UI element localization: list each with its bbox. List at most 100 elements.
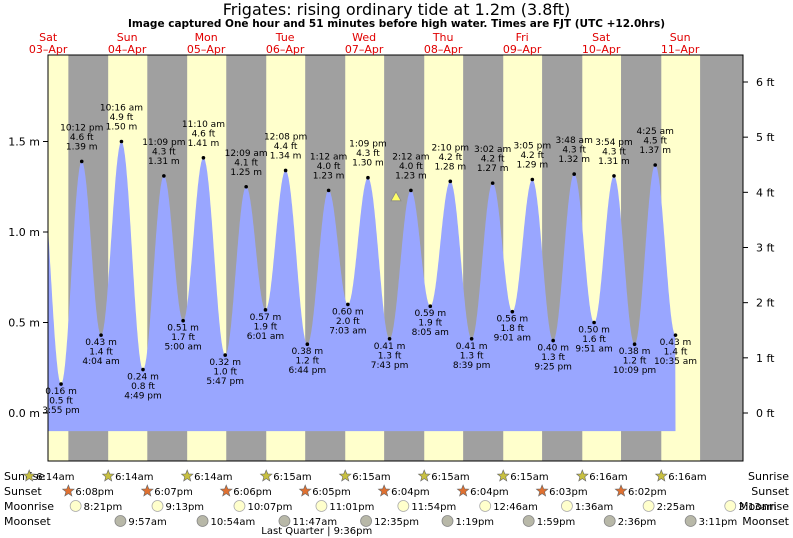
high-tide-point [572,172,576,176]
moonrise-time: 3:13am [738,502,776,513]
tide-extreme-label: 1:09 pm [349,140,387,150]
sunrise-icon [101,469,115,482]
day-name-label: Fri [516,31,529,44]
moonrise-time: 10:07pm [247,502,292,513]
moonrise-time: 11:54pm [411,502,456,513]
tide-extreme-label: 0.59 m [414,309,446,319]
low-tide-point [223,353,228,357]
day-date-label: 04–Apr [108,43,147,56]
low-tide-point [428,304,433,309]
tide-extreme-label: 1.31 m [148,157,180,167]
tide-extreme-label: 3:48 am [555,136,592,146]
high-tide-point [79,159,84,164]
sunset-icon [535,484,549,497]
tide-extreme-label: 4.3 ft [562,146,586,156]
moonset-icon [114,515,127,527]
tide-extreme-label: 0.38 m [291,347,323,357]
tide-extreme-label: 0.16 m [45,387,77,397]
tide-extreme-label: 4:25 am [637,127,674,137]
tide-extreme-label: 1.28 m [434,162,466,172]
day-name-label: Wed [352,31,376,44]
plot-frame [47,54,744,462]
tide-extreme-label: 1.4 ft [89,348,113,358]
tide-extreme-label: 0.40 m [537,344,569,354]
tide-extreme-label: 1.6 ft [582,335,606,345]
tide-extreme-label: 1.7 ft [171,333,195,343]
moonset-time: 9:57am [128,517,166,528]
y-tick-label-right: 5 ft [756,131,775,144]
sunrise-icon [180,469,194,482]
day-date-label: 11–Apr [661,43,700,56]
sunset-icon [219,484,233,497]
moonrise-time: 9:13pm [166,502,205,513]
tide-extreme-label: 6:44 pm [289,366,327,376]
moonset-icon [603,515,616,527]
moonset-time: 10:54am [211,517,256,528]
tide-extreme-label: 0.57 m [250,313,282,323]
day-date-label: 07–Apr [345,43,384,56]
day-name-label: Thu [432,31,454,44]
high-tide-point [162,174,166,178]
day-labels: Sat03–AprSun04–AprMon05–AprTue06–AprWed0… [29,31,700,56]
tide-extreme-label: 5:47 pm [206,377,244,387]
tide-extreme-label: 1.8 ft [500,324,524,334]
moonset-time: 1:19pm [456,517,495,528]
tide-extreme-label: 0.24 m [127,373,159,383]
tide-extreme-label: 4:04 am [82,357,119,367]
low-tide-point [181,318,185,323]
moonset-time: 2:36pm [618,517,657,528]
tide-extreme-label: 1.27 m [477,164,509,174]
high-tide-point [283,168,288,173]
moonrise-time: 12:46am [493,502,538,513]
moonset-icon [522,515,535,527]
tide-extreme-label: 12:08 pm [264,132,307,142]
low-tide-point [592,320,596,325]
moonrise-row-label-right: Moonrise [739,500,789,513]
tide-area [48,141,676,432]
tide-extreme-label: 1.3 ft [541,353,565,363]
sunset-icon [377,484,391,497]
tide-extreme-label: 10:16 am [100,104,143,114]
moonrise-icon [397,500,410,512]
low-tide-point [141,367,145,372]
high-tide-point [490,181,495,185]
plot-border [47,54,744,462]
tide-extreme-label: 11:09 pm [142,138,185,148]
tide-extreme-label: 2.0 ft [336,317,360,327]
chart-title: Frigates: rising ordinary tide at 1.2m (… [222,0,571,19]
tide-extreme-label: 10:12 pm [60,123,103,133]
high-tide-point [326,188,331,193]
tide-extreme-label: 4.6 ft [70,133,94,143]
high-tide-point [448,179,453,184]
y-tick-label-right: 2 ft [756,297,775,310]
tide-extreme-label: 1.32 m [558,155,590,165]
sunset-time: 6:08pm [75,487,114,498]
tide-extreme-label: 1.2 ft [623,357,647,367]
day-date-label: 06–Apr [266,43,305,56]
sun-moon-rows: Sunrise Sunrise Sunset Sunset Moonrise Moonri… [4,469,790,537]
high-tide-point [612,174,616,178]
low-tide-point [510,309,515,314]
tide-extreme-label: 1.3 ft [460,351,484,361]
sunset-icon [61,484,75,497]
tide-extreme-label: 3:55 pm [42,406,80,416]
y-tick-label-right: 1 ft [756,352,775,365]
y-tick-label-right: 0 ft [756,407,775,420]
tide-extreme-label: 1.37 m [639,146,671,156]
moonset-row-label-right: Moonset [742,515,789,528]
high-tide-point [530,177,535,182]
y-tick-label-left: 0.0 m [8,407,40,420]
day-name-label: Sat [39,31,58,44]
low-tide-point [263,308,268,312]
tide-extreme-label: 4.3 ft [356,149,380,159]
tide-extreme-label: 0.38 m [619,347,651,357]
moonset-time: 12:35pm [374,517,419,528]
sunset-time: 6:03pm [549,487,588,498]
y-tick-label-left: 1.5 m [8,136,40,149]
tide-extreme-label: 1.2 ft [295,357,319,367]
day-name-label: Tue [275,31,295,44]
y-tick-label-right: 4 ft [756,186,775,199]
tide-extreme-label: 8:05 am [412,328,449,338]
